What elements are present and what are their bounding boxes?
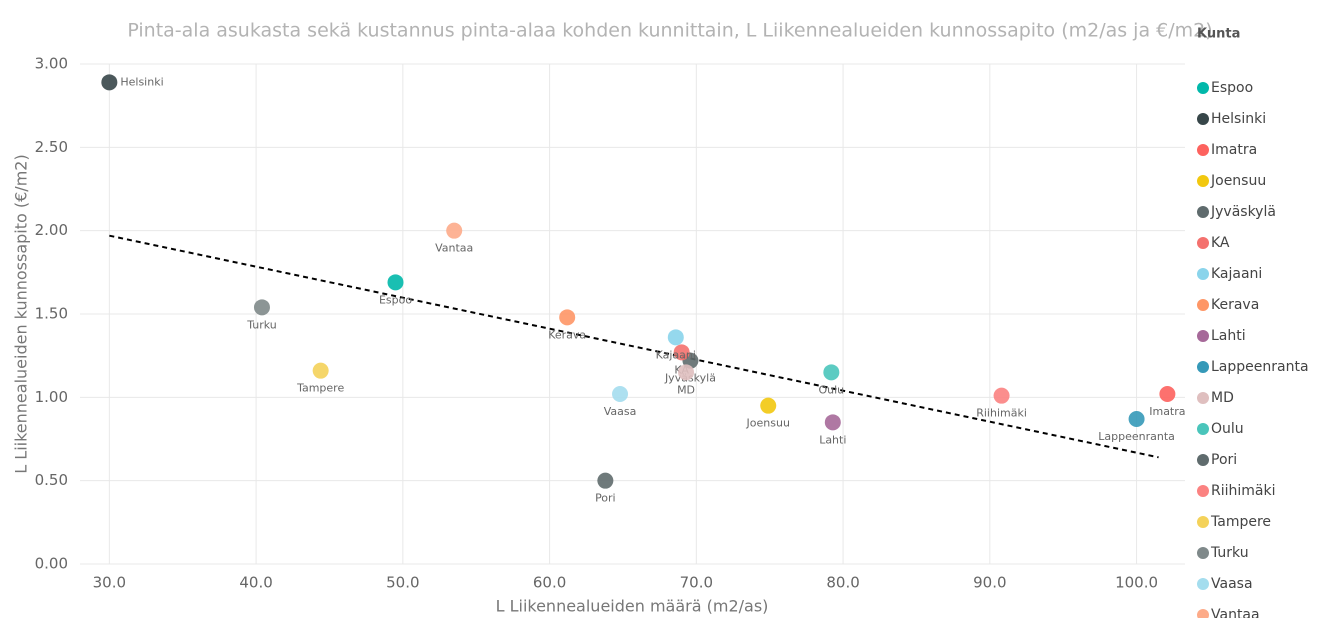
legend-label: Oulu xyxy=(1211,421,1244,437)
data-label: Imatra xyxy=(1149,405,1185,418)
legend-label: KA xyxy=(1211,235,1230,251)
point xyxy=(312,362,329,379)
y-tick-label: 0.00 xyxy=(35,555,68,573)
data-label: Turku xyxy=(246,318,277,331)
legend-marker xyxy=(1197,485,1209,497)
legend-label: MD xyxy=(1211,390,1234,406)
data-label: Oulu xyxy=(819,383,845,396)
point xyxy=(823,364,840,381)
legend-label: Kerava xyxy=(1211,297,1259,313)
data-label: Lappeenranta xyxy=(1098,430,1175,443)
data-label: Pori xyxy=(595,492,616,505)
legend-label: Kajaani xyxy=(1211,266,1262,282)
legend-title: Kunta xyxy=(1197,27,1240,42)
x-tick-label: 30.0 xyxy=(93,574,126,592)
chart-title: Pinta-ala asukasta sekä kustannus pinta-… xyxy=(127,20,1212,42)
x-tick-label: 60.0 xyxy=(533,574,566,592)
y-tick-label: 0.50 xyxy=(35,471,68,489)
data-label: Riihimäki xyxy=(976,407,1027,420)
legend-marker xyxy=(1197,361,1209,373)
y-tick-label: 2.00 xyxy=(35,221,68,239)
point xyxy=(993,387,1010,404)
data-label: Helsinki xyxy=(120,75,163,88)
x-tick-label: 70.0 xyxy=(680,574,713,592)
data-label: Joensuu xyxy=(746,417,790,430)
legend-label: Lappeenranta xyxy=(1211,359,1309,375)
legend-marker xyxy=(1197,423,1209,435)
legend-marker xyxy=(1197,144,1209,156)
legend-marker xyxy=(1197,206,1209,218)
legend-marker xyxy=(1197,392,1209,404)
data-label: Espoo xyxy=(379,293,412,306)
legend-marker xyxy=(1197,268,1209,280)
legend-marker xyxy=(1197,578,1209,590)
legend-label: Jyväskylä xyxy=(1210,204,1276,220)
legend-marker xyxy=(1197,299,1209,311)
legend-label: Vaasa xyxy=(1211,576,1253,592)
legend-label: Riihimäki xyxy=(1211,483,1275,499)
point xyxy=(1128,411,1145,427)
trend-line xyxy=(109,234,1159,459)
data-label: Kerava xyxy=(548,328,586,341)
x-tick-label: 100.0 xyxy=(1115,574,1158,592)
point xyxy=(824,414,841,431)
point xyxy=(559,309,576,326)
legend-marker xyxy=(1197,82,1209,94)
point xyxy=(253,299,270,316)
y-axis-label: L Liikennealueiden kunnossapito (€/m2) xyxy=(12,154,31,473)
x-tick-label: 50.0 xyxy=(386,574,419,592)
legend-label: Espoo xyxy=(1211,80,1253,96)
legend-label: Turku xyxy=(1210,545,1249,561)
legend-marker xyxy=(1197,237,1209,249)
data-label: Kajaani xyxy=(656,348,696,361)
data-label: MD xyxy=(677,383,695,396)
y-tick-label: 3.00 xyxy=(35,55,68,73)
point xyxy=(667,329,684,346)
data-label: Vaasa xyxy=(604,405,637,418)
y-tick-label: 1.00 xyxy=(35,388,68,406)
y-tick-label: 2.50 xyxy=(35,138,68,156)
legend-label: Joensuu xyxy=(1210,173,1266,189)
point xyxy=(597,472,614,489)
data-label: Tampere xyxy=(296,382,344,395)
legend-marker xyxy=(1197,330,1209,342)
legend-label: Helsinki xyxy=(1211,111,1266,127)
legend-marker xyxy=(1197,609,1209,618)
legend-marker xyxy=(1197,454,1209,466)
legend-label: Pori xyxy=(1211,452,1237,468)
legend-marker xyxy=(1197,516,1209,528)
x-tick-label: 90.0 xyxy=(973,574,1006,592)
point xyxy=(678,364,695,381)
point xyxy=(673,344,690,361)
point xyxy=(1159,386,1176,402)
legend-label: Lahti xyxy=(1211,328,1246,344)
legend-label: Tampere xyxy=(1210,514,1271,530)
data-label: Vantaa xyxy=(435,242,473,255)
legend-label: Imatra xyxy=(1211,142,1257,158)
point xyxy=(101,74,118,91)
data-label: Lahti xyxy=(819,433,846,446)
point xyxy=(612,386,629,402)
legend-marker xyxy=(1197,547,1209,559)
y-tick-label: 1.50 xyxy=(35,305,68,323)
point xyxy=(760,397,777,414)
legend-label: Vantaa xyxy=(1211,607,1260,618)
point xyxy=(446,222,463,239)
x-tick-label: 80.0 xyxy=(826,574,859,592)
legend-marker xyxy=(1197,175,1209,187)
point xyxy=(387,274,404,291)
legend-marker xyxy=(1197,113,1209,125)
x-tick-label: 40.0 xyxy=(239,574,272,592)
x-axis-label: L Liikennealueiden määrä (m2/as) xyxy=(496,597,769,616)
